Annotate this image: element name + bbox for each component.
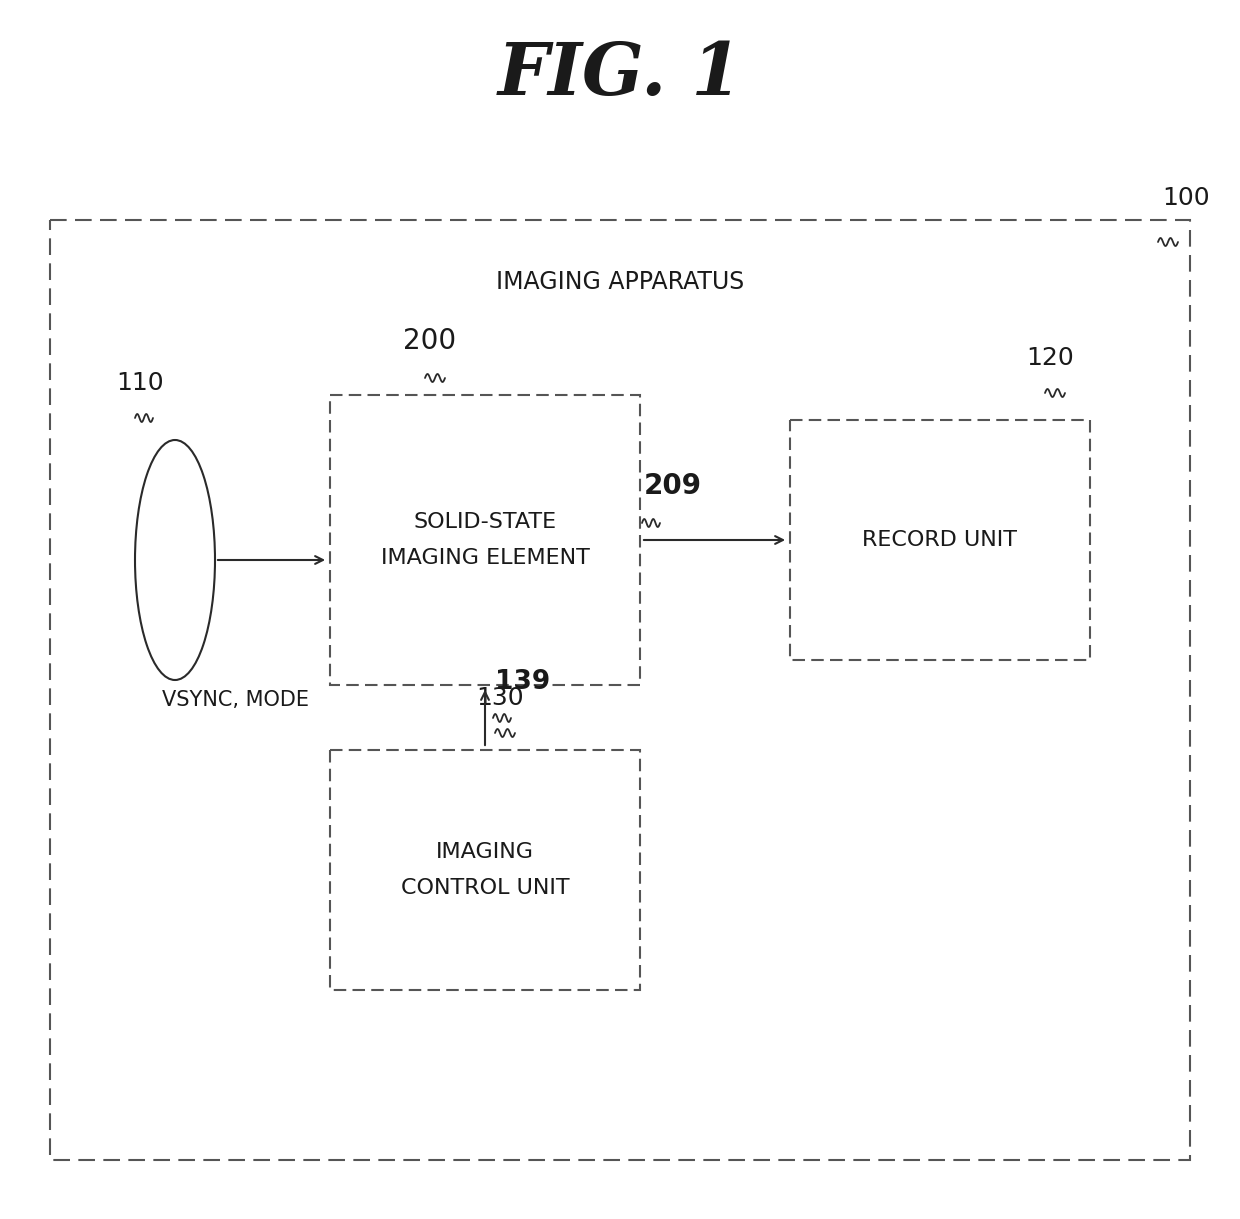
Text: 100: 100 [1162,187,1210,210]
Text: 120: 120 [1027,346,1074,371]
Text: 200: 200 [403,327,456,355]
Bar [330,395,640,685]
Text: IMAGING ELEMENT: IMAGING ELEMENT [381,549,589,568]
Text: 110: 110 [117,371,164,395]
Bar [50,219,1190,1160]
Text: 209: 209 [644,472,702,500]
Text: IMAGING APPARATUS: IMAGING APPARATUS [496,269,744,294]
Text: SOLID-STATE: SOLID-STATE [413,512,557,531]
Text: 130: 130 [476,686,523,709]
Bar [330,750,640,990]
Bar [790,421,1090,659]
Text: 139: 139 [495,669,551,695]
Text: VSYNC, MODE: VSYNC, MODE [161,690,309,709]
Text: IMAGING: IMAGING [436,842,534,862]
Text: CONTROL UNIT: CONTROL UNIT [401,878,569,898]
Text: RECORD UNIT: RECORD UNIT [863,530,1018,550]
Text: FIG. 1: FIG. 1 [497,39,743,111]
